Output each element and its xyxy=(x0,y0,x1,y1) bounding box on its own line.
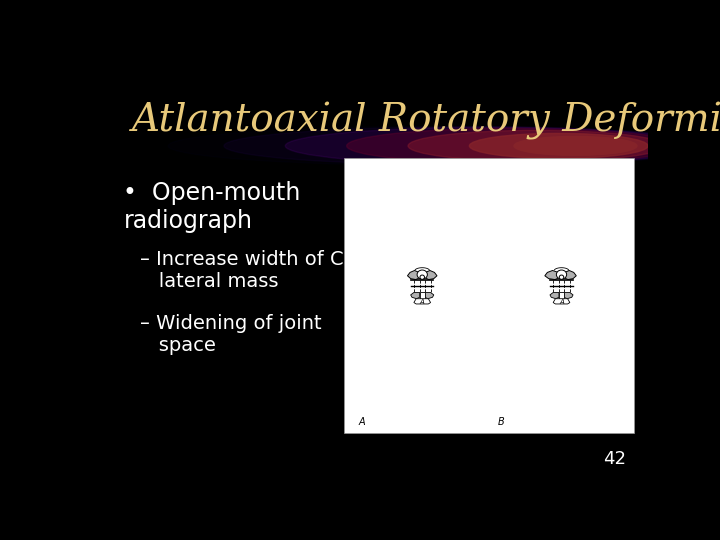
Polygon shape xyxy=(408,271,420,280)
Polygon shape xyxy=(564,293,573,299)
Polygon shape xyxy=(425,293,433,299)
Polygon shape xyxy=(425,271,437,280)
Text: – Increase width of C1
   lateral mass: – Increase width of C1 lateral mass xyxy=(140,250,356,291)
Ellipse shape xyxy=(224,127,715,165)
Text: Atlantoaxial Rotatory Deformity: Atlantoaxial Rotatory Deformity xyxy=(132,102,720,140)
Polygon shape xyxy=(545,271,559,280)
Text: A: A xyxy=(420,299,425,305)
Ellipse shape xyxy=(346,128,681,164)
Polygon shape xyxy=(420,293,425,299)
Ellipse shape xyxy=(514,137,637,155)
Text: – Widening of joint
   space: – Widening of joint space xyxy=(140,314,322,355)
Polygon shape xyxy=(550,293,559,299)
Polygon shape xyxy=(564,271,576,280)
Ellipse shape xyxy=(559,275,564,279)
Polygon shape xyxy=(414,299,431,304)
Text: •  Open-mouth
radiograph: • Open-mouth radiograph xyxy=(124,181,301,233)
Ellipse shape xyxy=(420,275,425,279)
Text: B: B xyxy=(498,416,505,427)
Ellipse shape xyxy=(417,270,428,279)
Polygon shape xyxy=(553,299,570,304)
Ellipse shape xyxy=(557,270,567,279)
Ellipse shape xyxy=(168,126,720,166)
Text: A: A xyxy=(359,416,365,427)
Text: A: A xyxy=(559,299,564,305)
Ellipse shape xyxy=(408,130,665,161)
Ellipse shape xyxy=(285,127,698,165)
Ellipse shape xyxy=(469,133,648,158)
Bar xyxy=(344,158,634,433)
Text: 42: 42 xyxy=(603,450,626,468)
Polygon shape xyxy=(410,293,420,299)
Polygon shape xyxy=(559,293,564,299)
